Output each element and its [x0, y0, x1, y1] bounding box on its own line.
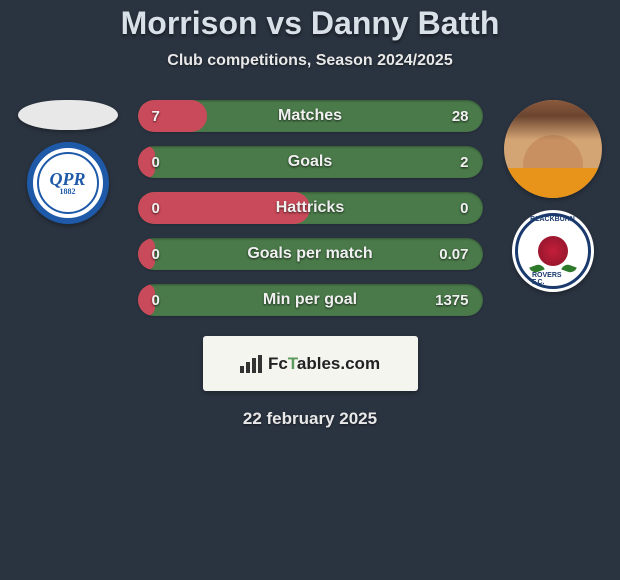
subtitle: Club competitions, Season 2024/2025	[0, 52, 620, 70]
vs-text: vs	[266, 5, 302, 41]
player2-photo	[504, 100, 602, 198]
stat-row-hattricks: 0 Hattricks 0	[138, 192, 483, 224]
player1-photo	[18, 100, 118, 130]
left-column: QPR1882	[18, 100, 118, 224]
main-area: QPR1882 7 Matches 28 0 Goals 2 0 Hattric…	[0, 100, 620, 316]
stat-label: Min per goal	[188, 291, 433, 309]
stat-right-value: 0.07	[433, 246, 483, 263]
stat-left-value: 0	[138, 292, 188, 309]
right-column: BLACKBURN ROVERS F.C.	[503, 100, 603, 292]
stat-right-value: 0	[433, 200, 483, 217]
rose-icon	[538, 236, 568, 266]
stat-label: Hattricks	[188, 199, 433, 217]
club-badge-right: BLACKBURN ROVERS F.C.	[512, 210, 594, 292]
stat-row-matches: 7 Matches 28	[138, 100, 483, 132]
stat-label: Matches	[188, 107, 433, 125]
stat-row-goals: 0 Goals 2	[138, 146, 483, 178]
stats-column: 7 Matches 28 0 Goals 2 0 Hattricks 0 0 G…	[138, 100, 483, 316]
stat-left-value: 0	[138, 200, 188, 217]
stat-right-value: 2	[433, 154, 483, 171]
stat-right-value: 28	[433, 108, 483, 125]
qpr-badge-text: QPR1882	[50, 171, 86, 194]
player2-name: Danny Batth	[311, 5, 499, 41]
stat-row-gpm: 0 Goals per match 0.07	[138, 238, 483, 270]
stat-row-mpg: 0 Min per goal 1375	[138, 284, 483, 316]
club-badge-left: QPR1882	[27, 142, 109, 224]
stat-left-value: 7	[138, 108, 188, 125]
page-title: Morrison vs Danny Batth	[0, 5, 620, 42]
fctables-logo: FcTables.com	[203, 336, 418, 391]
stat-label: Goals per match	[188, 245, 433, 263]
player1-name: Morrison	[121, 5, 258, 41]
logo-text: FcTables.com	[268, 354, 380, 374]
stat-left-value: 0	[138, 154, 188, 171]
stat-label: Goals	[188, 153, 433, 171]
barchart-icon	[240, 355, 262, 373]
date-text: 22 february 2025	[0, 409, 620, 429]
stat-right-value: 1375	[433, 292, 483, 309]
stat-left-value: 0	[138, 246, 188, 263]
